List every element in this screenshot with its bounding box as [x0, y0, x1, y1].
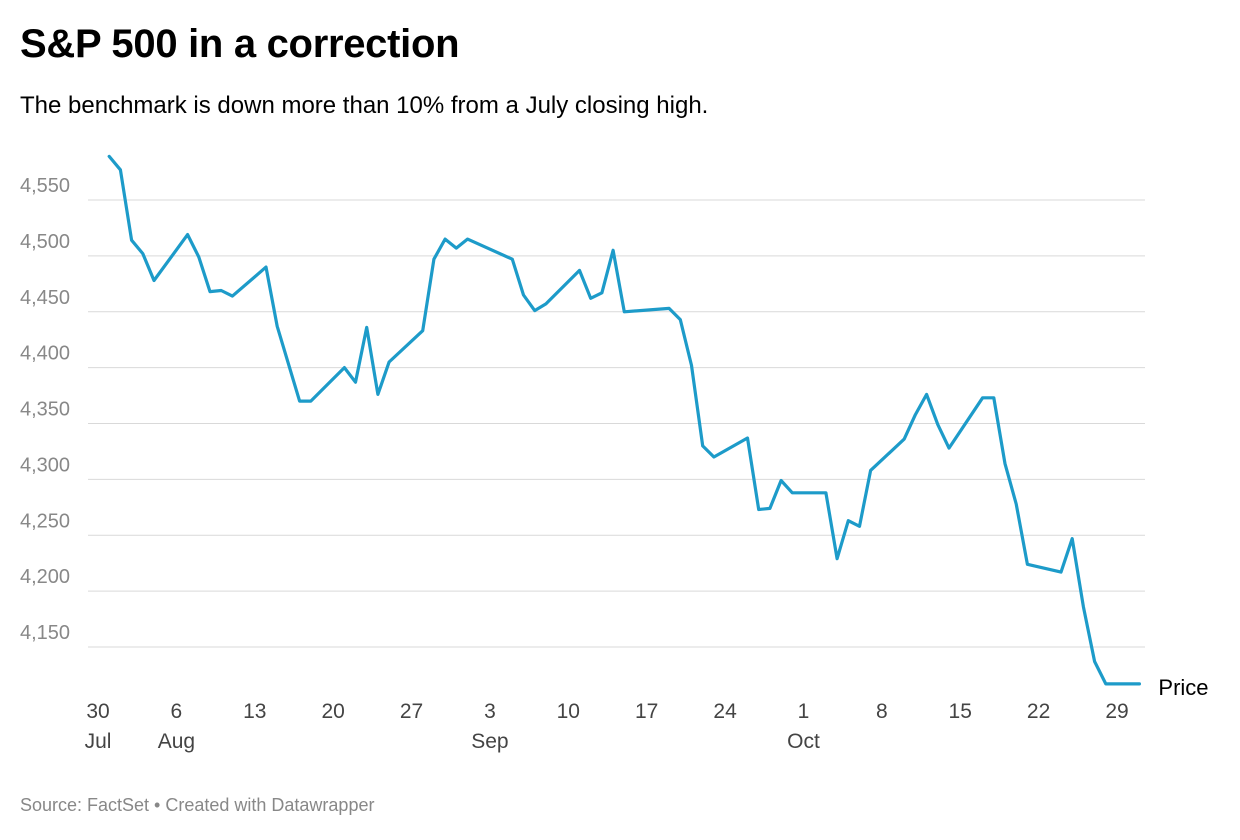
series-line-price — [107, 154, 1142, 686]
x-tick-label: 1 — [798, 700, 810, 723]
x-tick-month-label: Sep — [471, 730, 508, 753]
x-tick-label: 10 — [557, 700, 580, 723]
x-tick-label: 3 — [484, 700, 496, 723]
grid-layer — [88, 199, 1145, 648]
x-tick-label: 13 — [243, 700, 266, 723]
x-tick-month-label: Aug — [158, 730, 195, 753]
x-tick-label: 6 — [171, 700, 183, 723]
x-tick-label: 22 — [1027, 700, 1050, 723]
x-tick-label: 27 — [400, 700, 423, 723]
y-tick-label: 4,150 — [20, 622, 70, 644]
y-tick-label: 4,350 — [20, 399, 70, 421]
y-tick-label: 4,450 — [20, 287, 70, 309]
y-tick-label: 4,500 — [20, 231, 70, 253]
x-tick-label: 24 — [713, 700, 737, 723]
y-tick-label: 4,250 — [20, 510, 70, 532]
x-tick-label: 20 — [321, 700, 344, 723]
x-tick-label: 15 — [949, 700, 972, 723]
x-axis-labels: 30 Jul 6 Aug 13 20 27 3 Sep 10 17 24 1 Oct 8 15 22 29 — [85, 700, 1129, 753]
x-tick-month-label: Oct — [787, 730, 820, 753]
x-tick-label: 29 — [1105, 700, 1128, 723]
x-tick-month-label: Jul — [85, 730, 112, 753]
source-footer: Source: FactSet • Created with Datawrapp… — [20, 795, 375, 815]
chart-title: S&P 500 in a correction — [20, 22, 460, 66]
y-tick-label: 4,550 — [20, 175, 70, 197]
y-axis-labels: 4,150 4,200 4,250 4,300 4,350 4,400 4,450 4,500… — [20, 175, 70, 644]
x-tick-label: 30 — [86, 700, 109, 723]
series-layer — [107, 154, 1142, 686]
y-tick-label: 4,400 — [20, 343, 70, 365]
y-tick-label: 4,300 — [20, 454, 70, 476]
chart-subtitle: The benchmark is down more than 10% from… — [20, 92, 709, 119]
y-tick-label: 4,200 — [20, 566, 70, 588]
series-label-price: Price — [1158, 675, 1208, 700]
x-tick-label: 17 — [635, 700, 658, 723]
x-tick-label: 8 — [876, 700, 888, 723]
